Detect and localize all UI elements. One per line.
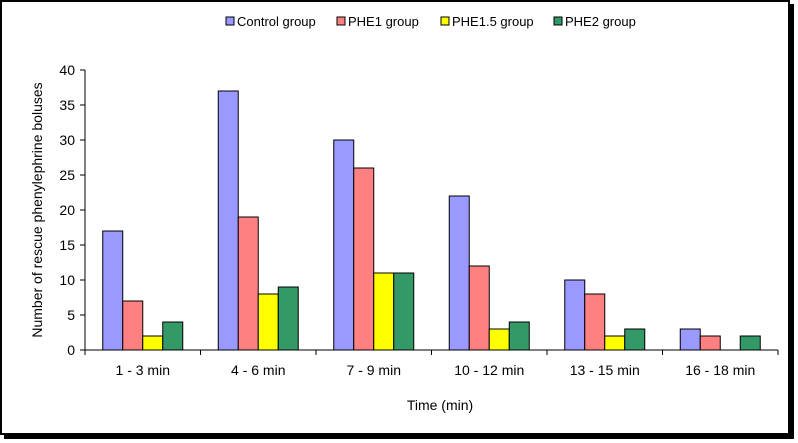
bar [488,328,510,351]
bar [373,272,395,351]
bar [257,293,279,351]
legend-label: PHE1.5 group [452,14,534,29]
y-tick-label: 25 [59,167,75,183]
y-tick-label: 35 [59,97,75,113]
bar [508,321,530,351]
x-tick-label: 16 - 18 min [685,362,755,378]
bar [102,230,124,351]
y-tick-label: 30 [59,132,75,148]
x-tick-label: 1 - 3 min [116,362,170,378]
x-tick-label: 7 - 9 min [347,362,401,378]
bar [679,328,701,351]
x-tick-label: 10 - 12 min [454,362,524,378]
bar [277,286,299,351]
y-tick-label: 0 [67,342,75,358]
bar [333,139,355,351]
x-tick-label: 13 - 15 min [570,362,640,378]
bar [162,321,184,351]
bar [142,335,164,351]
legend-swatch [553,16,563,26]
bar [604,335,626,351]
legend-label: PHE2 group [565,14,636,29]
legend-label: Control group [237,14,316,29]
legend: Control group PHE1 group PHE1.5 group PHE2 … [225,14,636,29]
bar [564,279,586,351]
y-tick-label: 20 [59,202,75,218]
legend-label: PHE1 group [348,14,419,29]
bar [237,216,259,351]
bar [448,195,470,351]
y-tick-label: 15 [59,237,75,253]
bar [122,300,144,351]
bar [468,265,490,351]
bar [353,167,375,351]
y-tick-label: 40 [59,62,75,78]
bar [217,90,239,351]
y-tick-label: 10 [59,272,75,288]
plot-area: 0 5 10 15 20 25 30 35 40 1 - 3 min 4 - 6 min 7 - 9 … [59,62,779,378]
chart-frame [0,0,790,435]
y-tick-label: 5 [67,307,75,323]
x-axis-title: Time (min) [407,397,473,413]
bar [739,335,761,351]
legend-swatch [336,16,346,26]
y-axis-title: Number of rescue phenylephrine boluses [29,82,45,337]
x-tick-label: 4 - 6 min [231,362,285,378]
bar [584,293,606,351]
legend-swatch [440,16,450,26]
bar [393,272,415,351]
legend-swatch [225,16,235,26]
bar [624,328,646,351]
bar [699,335,721,351]
